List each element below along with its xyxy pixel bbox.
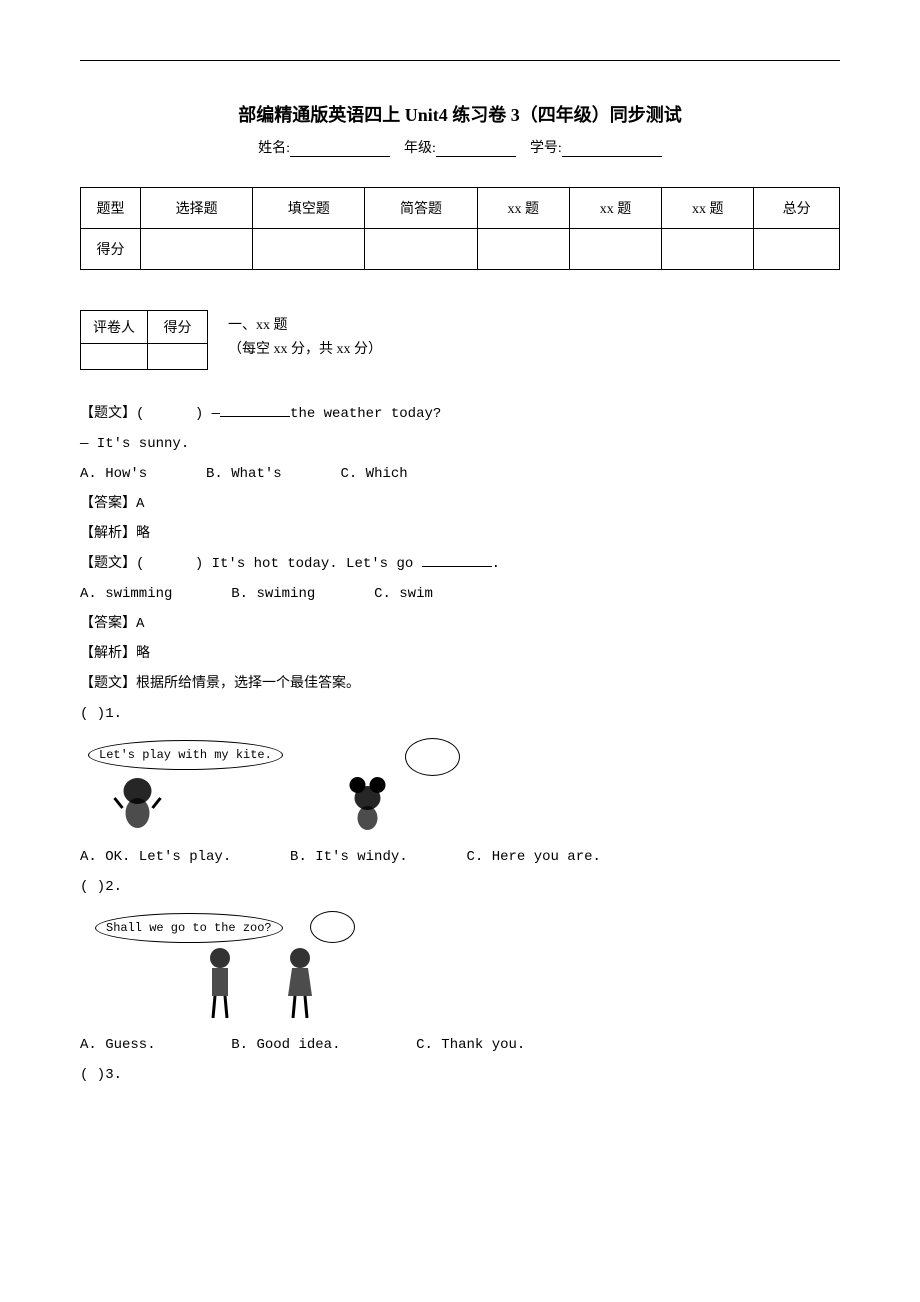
q2-stem: 【题文】( ) It's hot today. Let's go .: [80, 550, 840, 578]
q2-analysis: 【解析】略: [80, 640, 840, 668]
q3-sub1-options: A. OK. Let's play. B. It's windy. C. Her…: [80, 843, 840, 871]
q3-sub1-images: Let's play with my kite.: [80, 733, 840, 838]
cartoon-character-icon: [280, 946, 320, 1021]
grader-section: 评卷人 得分 一、xx 题 （每空 xx 分，共 xx 分）: [80, 310, 840, 370]
option-c[interactable]: C. Thank you.: [416, 1037, 525, 1053]
q1-options: A. How's B. What's C. Which: [80, 460, 840, 488]
grader-label: 评卷人: [81, 311, 148, 344]
stem-mid: ) —: [195, 406, 220, 422]
grader-score-cell[interactable]: [148, 344, 208, 370]
q1-stem: 【题文】( ) — the weather today?: [80, 400, 840, 428]
header-cell: 选择题: [141, 188, 253, 229]
score-cell[interactable]: [253, 229, 365, 270]
score-cell[interactable]: [754, 229, 840, 270]
table-row: 得分: [81, 229, 840, 270]
option-c[interactable]: C. swim: [374, 586, 433, 602]
cartoon-character-icon: [200, 946, 240, 1021]
questions-area: 【题文】( ) — the weather today? — It's sunny…: [80, 400, 840, 1089]
score-cell[interactable]: [365, 229, 477, 270]
score-label-cell: 得分: [81, 229, 141, 270]
exam-title: 部编精通版英语四上 Unit4 练习卷 3（四年级）同步测试: [80, 101, 840, 127]
q2-options: A. swimming B. swiming C. swim: [80, 580, 840, 608]
q1-answer: 【答案】A: [80, 490, 840, 518]
q3-sub2-images: Shall we go to the zoo?: [80, 906, 840, 1026]
empty-speech-bubble-icon: [405, 738, 460, 776]
score-table: 题型 选择题 填空题 简答题 xx 题 xx 题 xx 题 总分 得分: [80, 187, 840, 270]
option-c[interactable]: C. Which: [340, 466, 407, 482]
id-blank[interactable]: [562, 141, 662, 157]
table-row: [81, 344, 208, 370]
header-cell: xx 题: [477, 188, 569, 229]
stem-prefix: 【题文】(: [80, 406, 144, 422]
blank[interactable]: [220, 403, 290, 417]
stem-mid: ) It's hot today. Let's go: [195, 556, 422, 572]
cartoon-character-icon: [110, 773, 165, 833]
option-b[interactable]: B. It's windy.: [290, 849, 408, 865]
q1-analysis: 【解析】略: [80, 520, 840, 548]
empty-speech-bubble-icon: [310, 911, 355, 943]
blank[interactable]: [422, 553, 492, 567]
name-label: 姓名:: [258, 137, 290, 157]
speech-bubble: Let's play with my kite.: [88, 740, 283, 770]
header-cell: 题型: [81, 188, 141, 229]
table-row: 题型 选择题 填空题 简答题 xx 题 xx 题 xx 题 总分: [81, 188, 840, 229]
score-cell[interactable]: [569, 229, 661, 270]
q1-line2: — It's sunny.: [80, 430, 840, 458]
option-c[interactable]: C. Here you are.: [466, 849, 600, 865]
header-cell: xx 题: [569, 188, 661, 229]
q3-stem: 【题文】根据所给情景，选择一个最佳答案。: [80, 670, 840, 698]
option-b[interactable]: B. swiming: [231, 586, 315, 602]
page-top-divider: [80, 60, 840, 61]
id-label: 学号:: [530, 137, 562, 157]
grader-score-label: 得分: [148, 311, 208, 344]
grader-cell[interactable]: [81, 344, 148, 370]
q3-sub2-options: A. Guess. B. Good idea. C. Thank you.: [80, 1031, 840, 1059]
score-cell[interactable]: [477, 229, 569, 270]
section-header: 一、xx 题 （每空 xx 分，共 xx 分）: [228, 310, 382, 358]
option-b[interactable]: B. Good idea.: [231, 1037, 340, 1053]
q2-answer: 【答案】A: [80, 610, 840, 638]
header-cell: 简答题: [365, 188, 477, 229]
stem-suffix: the weather today?: [290, 406, 441, 422]
score-cell[interactable]: [662, 229, 754, 270]
option-b[interactable]: B. What's: [206, 466, 282, 482]
option-a[interactable]: A. OK. Let's play.: [80, 849, 231, 865]
speech-bubble: Shall we go to the zoo?: [95, 913, 283, 943]
header-cell: xx 题: [662, 188, 754, 229]
section-title: 一、xx 题: [228, 310, 382, 334]
option-a[interactable]: A. How's: [80, 466, 147, 482]
cartoon-image: Shall we go to the zoo?: [80, 911, 360, 1021]
q3-sub2-num: ( )2.: [80, 873, 840, 901]
name-blank[interactable]: [290, 141, 390, 157]
cartoon-image-right: [290, 738, 470, 833]
student-info-line: 姓名: 年级: 学号:: [80, 137, 840, 157]
stem-suffix: .: [492, 556, 500, 572]
option-a[interactable]: A. swimming: [80, 586, 172, 602]
table-row: 评卷人 得分: [81, 311, 208, 344]
section-subtitle: （每空 xx 分，共 xx 分）: [228, 338, 382, 358]
cartoon-image-left: Let's play with my kite.: [80, 738, 280, 833]
option-a[interactable]: A. Guess.: [80, 1037, 156, 1053]
q3-sub1-num: ( )1.: [80, 700, 840, 728]
cartoon-character-icon: [340, 773, 395, 833]
q3-sub3-num: ( )3.: [80, 1061, 840, 1089]
header-cell: 总分: [754, 188, 840, 229]
score-cell[interactable]: [141, 229, 253, 270]
grade-blank[interactable]: [436, 141, 516, 157]
header-cell: 填空题: [253, 188, 365, 229]
grade-label: 年级:: [404, 137, 436, 157]
grader-table: 评卷人 得分: [80, 310, 208, 370]
stem-prefix: 【题文】(: [80, 556, 144, 572]
